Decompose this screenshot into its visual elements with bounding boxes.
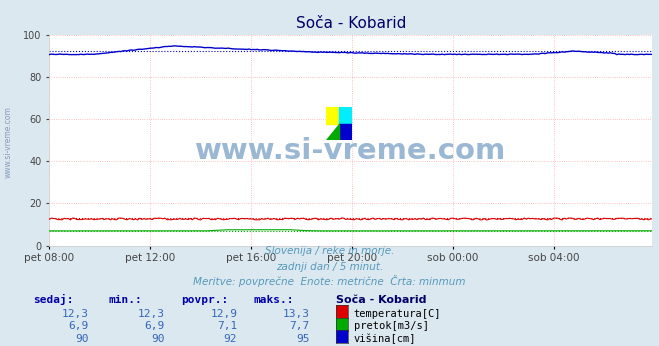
Text: 12,9: 12,9 <box>210 309 237 319</box>
Text: www.si-vreme.com: www.si-vreme.com <box>3 106 13 178</box>
Text: 90: 90 <box>76 334 89 344</box>
Text: min.:: min.: <box>109 295 142 305</box>
Text: zadnji dan / 5 minut.: zadnji dan / 5 minut. <box>276 262 383 272</box>
Text: višina[cm]: višina[cm] <box>354 334 416 344</box>
Bar <box>326 107 339 124</box>
Text: 12,3: 12,3 <box>62 309 89 319</box>
Text: povpr.:: povpr.: <box>181 295 229 305</box>
Text: www.si-vreme.com: www.si-vreme.com <box>195 137 507 165</box>
Bar <box>339 124 351 140</box>
Text: pretok[m3/s]: pretok[m3/s] <box>354 321 429 331</box>
Text: 90: 90 <box>152 334 165 344</box>
Text: Meritve: povprečne  Enote: metrične  Črta: minmum: Meritve: povprečne Enote: metrične Črta:… <box>193 275 466 288</box>
Text: Soča - Kobarid: Soča - Kobarid <box>336 295 426 305</box>
Text: Slovenija / reke in morje.: Slovenija / reke in morje. <box>265 246 394 256</box>
Text: 13,3: 13,3 <box>283 309 310 319</box>
Polygon shape <box>326 124 339 140</box>
Text: sedaj:: sedaj: <box>33 294 73 305</box>
Text: 12,3: 12,3 <box>138 309 165 319</box>
Text: 6,9: 6,9 <box>144 321 165 331</box>
Text: 7,7: 7,7 <box>289 321 310 331</box>
Text: 6,9: 6,9 <box>69 321 89 331</box>
Title: Soča - Kobarid: Soča - Kobarid <box>296 16 406 31</box>
Text: maks.:: maks.: <box>254 295 294 305</box>
Text: 95: 95 <box>297 334 310 344</box>
Text: temperatura[C]: temperatura[C] <box>354 309 442 319</box>
Text: 7,1: 7,1 <box>217 321 237 331</box>
Bar <box>339 107 351 124</box>
Text: 92: 92 <box>224 334 237 344</box>
